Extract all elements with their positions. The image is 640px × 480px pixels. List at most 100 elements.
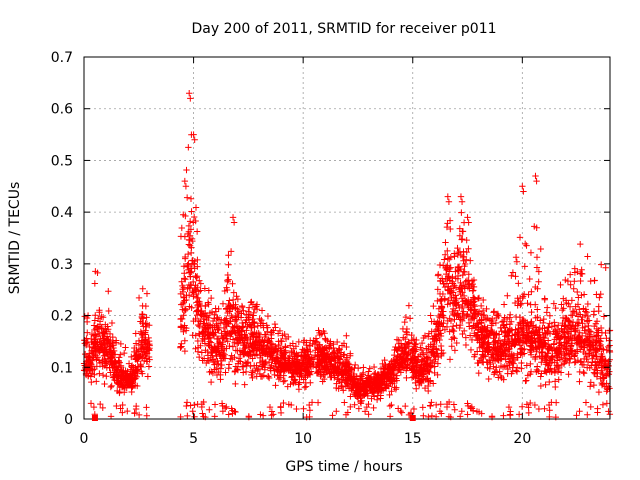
data-point: [527, 337, 535, 344]
data-point: [220, 319, 228, 326]
data-point: [465, 219, 472, 226]
data-point: [468, 336, 476, 344]
data-point: [276, 327, 284, 335]
data-point: [399, 325, 407, 333]
x-tick-label: 10: [294, 431, 312, 447]
data-point: [99, 371, 107, 379]
data-point: [527, 343, 534, 350]
data-point: [335, 346, 342, 354]
data-point: [500, 412, 507, 419]
data-point: [602, 264, 609, 271]
data-point: [205, 357, 213, 365]
x-tick-label: 20: [513, 431, 531, 447]
data-point: [135, 353, 143, 360]
data-point: [333, 408, 340, 415]
data-point: [340, 351, 348, 358]
data-point: [521, 331, 529, 339]
data-point: [109, 333, 116, 341]
data-point: [107, 369, 114, 376]
data-point: [584, 300, 592, 308]
data-point: [460, 327, 468, 335]
data-point: [235, 355, 243, 362]
data-point: [280, 372, 287, 379]
data-point: [91, 280, 99, 287]
data-point: [242, 368, 250, 376]
data-point: [526, 325, 533, 332]
data-point: [435, 331, 443, 339]
data-point: [427, 312, 434, 319]
data-point: [557, 369, 565, 376]
data-point: [93, 378, 100, 385]
data-point: [560, 329, 568, 336]
data-point: [343, 343, 350, 351]
data-point: [289, 373, 296, 380]
data-point: [402, 313, 410, 321]
data-point: [568, 340, 576, 347]
data-point: [495, 312, 502, 320]
data-point: [238, 302, 246, 310]
data-point: [515, 280, 522, 287]
data-point: [430, 380, 437, 387]
data-point: [527, 320, 534, 328]
data-point: [458, 407, 465, 415]
data-point: [569, 319, 577, 326]
data-point: [506, 345, 513, 353]
data-point: [449, 322, 457, 330]
data-point: [558, 361, 566, 369]
data-point: [507, 412, 514, 419]
data-point: [231, 408, 238, 415]
data-point: [526, 275, 533, 283]
data-point: [529, 335, 536, 342]
data-point: [231, 354, 238, 361]
data-point: [292, 343, 300, 350]
data-point: [222, 369, 229, 376]
data-point: [177, 290, 185, 298]
data-point: [197, 280, 204, 287]
data-point: [245, 343, 252, 350]
data-point: [434, 286, 441, 293]
data-point: [269, 356, 276, 364]
data-point: [86, 343, 93, 351]
data-point: [105, 288, 112, 295]
data-point: [603, 346, 610, 354]
data-point: [523, 377, 530, 384]
data-point: [208, 349, 215, 357]
data-point: [561, 323, 568, 330]
data-point: [188, 244, 195, 251]
data-point: [416, 351, 424, 359]
data-point: [386, 402, 394, 410]
data-point: [268, 349, 275, 356]
data-point: [506, 320, 514, 328]
data-point: [581, 339, 589, 347]
data-point: [285, 354, 292, 362]
data-point: [368, 388, 376, 396]
data-point: [106, 330, 114, 338]
data-point: [434, 371, 441, 379]
data-point: [183, 292, 190, 299]
data-point: [416, 378, 423, 386]
data-point: [474, 359, 481, 367]
data-point: [207, 378, 215, 386]
data-point: [519, 320, 527, 327]
data-point: [314, 355, 321, 363]
data-point: [600, 313, 608, 320]
data-point: [124, 407, 131, 415]
data-point: [466, 285, 473, 292]
data-point: [430, 302, 437, 310]
data-point: [233, 340, 241, 347]
data-point: [527, 399, 534, 407]
data-point: [110, 344, 117, 352]
data-point: [468, 325, 476, 332]
data-point: [205, 301, 212, 308]
data-point: [250, 312, 257, 319]
data-point: [184, 261, 191, 269]
data-point: [143, 412, 150, 419]
data-point: [206, 309, 214, 317]
data-point: [470, 407, 477, 414]
data-point: [535, 367, 542, 375]
data-point: [465, 304, 472, 311]
data-point: [226, 297, 233, 304]
data-point: [115, 364, 122, 371]
data-point: [531, 401, 539, 409]
data-point: [277, 409, 285, 417]
